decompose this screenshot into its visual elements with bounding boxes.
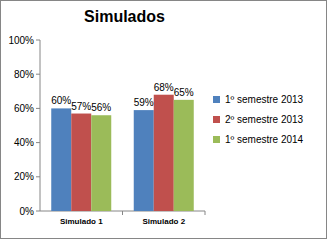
chart: Simulados 0% 20% 40% 60% 80% 100% Simulado 1 60%… — [0, 0, 327, 239]
y-tick-label: 80% — [14, 69, 34, 80]
data-label: 65% — [174, 87, 194, 98]
legend-swatch — [213, 136, 220, 143]
y-axis — [40, 40, 41, 211]
y-tick-label: 100% — [8, 35, 34, 46]
y-tick-label: 0% — [20, 206, 35, 217]
legend-label: 1º semestre 2014 — [225, 134, 304, 145]
chart-frame — [1, 1, 327, 239]
y-tick — [36, 74, 40, 75]
legend-swatch — [213, 96, 220, 103]
y-tick — [36, 176, 40, 177]
y-tick-label: 60% — [14, 103, 34, 114]
x-tick-label: Simulado 2 — [142, 217, 185, 226]
bars — [51, 95, 194, 211]
data-label: 59% — [134, 97, 154, 108]
y-tick-label: 40% — [14, 137, 34, 148]
data-label: 60% — [51, 95, 71, 106]
legend-swatch — [213, 116, 220, 123]
bar — [154, 95, 174, 211]
x-tick — [122, 211, 123, 215]
y-tick — [36, 108, 40, 109]
y-tick-label: 20% — [14, 171, 34, 182]
y-tick — [36, 40, 40, 41]
data-label: 68% — [154, 82, 174, 93]
bar — [91, 115, 111, 211]
x-tick — [205, 211, 206, 215]
bar — [134, 110, 154, 211]
bar — [174, 100, 194, 211]
legend-label: 2º semestre 2013 — [225, 114, 304, 125]
legend-label: 1º semestre 2013 — [225, 94, 304, 105]
bar — [51, 108, 71, 211]
chart-title: Simulados — [84, 8, 165, 25]
data-label: 57% — [71, 101, 91, 112]
data-label: 56% — [91, 102, 111, 113]
bar — [71, 114, 91, 211]
y-tick — [36, 211, 40, 212]
x-tick-label: Simulado 1 — [60, 217, 103, 226]
y-tick — [36, 142, 40, 143]
